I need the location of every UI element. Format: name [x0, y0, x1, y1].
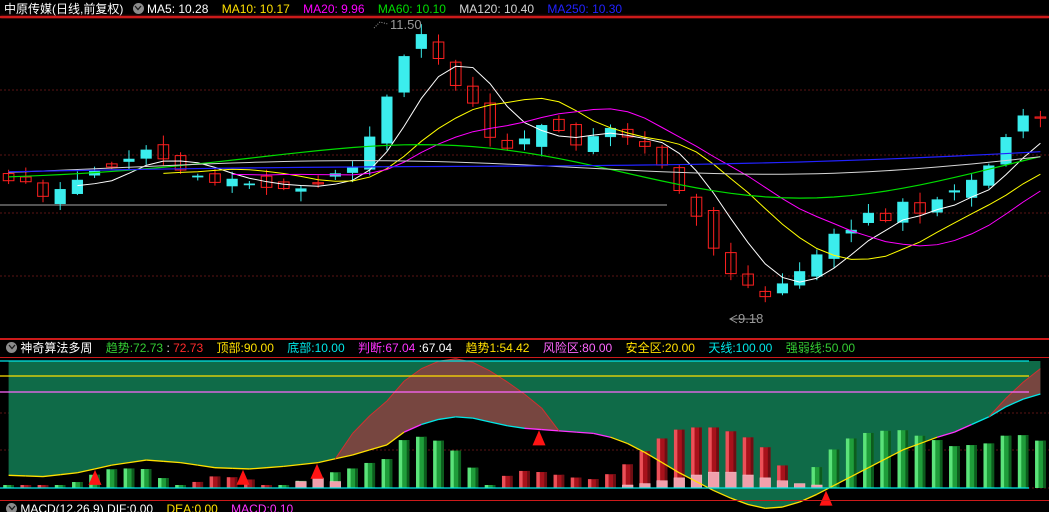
- svg-text:9.18: 9.18: [738, 311, 763, 326]
- svg-text:11.50: 11.50: [390, 19, 422, 32]
